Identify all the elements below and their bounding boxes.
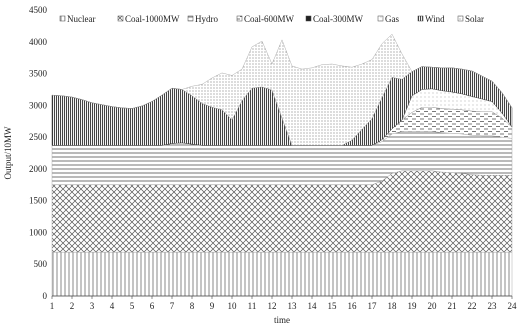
x-tick-label: 12 [268,301,277,311]
x-tick-label: 18 [388,301,398,311]
legend-label: Coal-1000MW [125,14,180,24]
legend-swatch [377,15,384,22]
y-tick-label: 3000 [29,100,48,110]
x-axis-title: time [274,315,290,325]
area-nuclear [51,251,513,297]
x-tick-label: 1 [50,301,55,311]
legend-swatch [187,15,194,22]
x-tick-label: 8 [190,301,195,311]
x-tick-label: 15 [328,301,338,311]
x-tick-label: 13 [288,301,298,311]
legend-swatch [457,15,464,22]
x-tick-label: 11 [248,301,257,311]
plot-areas [51,33,513,297]
x-tick-labels: 1 2 3 4 5 6 7 8 9 10 11 12 13 14 15 16 17 18 19 20 21 22 23 24 [50,296,517,311]
legend-label: Hydro [195,14,218,24]
x-tick-label: 7 [170,301,175,311]
y-tick-label: 2500 [29,132,48,142]
x-tick-label: 16 [348,301,358,311]
x-tick-label: 14 [308,301,318,311]
legend-label: Wind [425,14,445,24]
legend-label: Coal-600MW [244,14,294,24]
y-tick-label: 3500 [29,69,48,79]
y-tick-label: 0 [43,291,48,301]
y-tick-label: 500 [34,259,48,269]
x-tick-label: 19 [408,301,418,311]
legend-swatch [117,15,124,22]
x-tick-label: 20 [428,301,438,311]
area-solar [51,33,513,146]
legend-label: Gas [385,14,399,24]
x-tick-label: 3 [90,301,95,311]
legend-swatch [417,15,424,22]
x-tick-label: 21 [448,301,457,311]
y-tick-label: 4500 [29,5,48,15]
x-tick-label: 9 [210,301,215,311]
x-tick-label: 5 [130,301,135,311]
x-tick-label: 17 [368,301,378,311]
legend-swatch [236,15,243,22]
legend: Nuclear Coal-1000MW Hydro Coal-600MW Coal-30… [59,14,484,24]
x-tick-label: 22 [468,301,477,311]
x-tick-label: 24 [508,301,518,311]
y-tick-label: 1000 [29,227,48,237]
legend-swatch [59,15,66,22]
y-tick-labels: 0 500 1000 1500 2000 2500 3000 3500 4000 4500 [29,5,48,301]
x-tick-label: 23 [488,301,498,311]
x-tick-label: 4 [110,301,115,311]
y-tick-label: 4000 [29,37,48,47]
legend-label: Coal-300MW [313,14,363,24]
x-tick-label: 6 [150,301,155,311]
y-axis-title: Output/10MW [3,126,13,180]
x-tick-label: 2 [70,301,75,311]
legend-swatch [305,15,312,22]
y-tick-label: 1500 [29,196,48,206]
legend-label: Nuclear [67,14,95,24]
y-tick-label: 2000 [29,164,48,174]
x-tick-label: 10 [228,301,238,311]
legend-label: Solar [465,14,484,24]
